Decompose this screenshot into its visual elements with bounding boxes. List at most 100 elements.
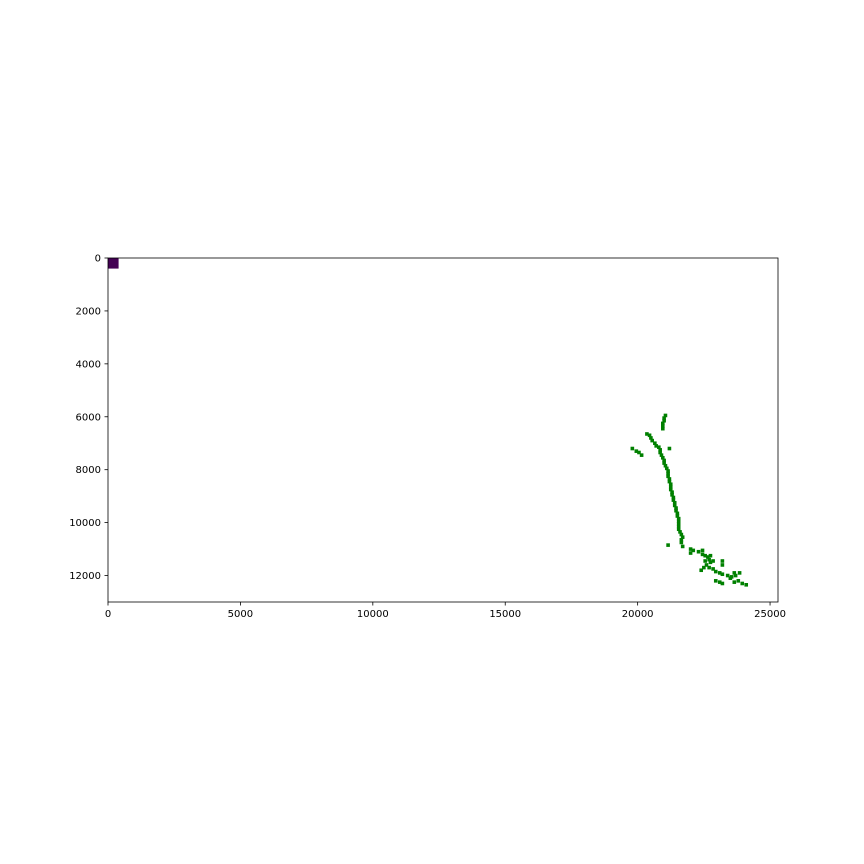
scatter-point [707,557,711,562]
scatter-point [667,479,672,484]
scatter-point [663,463,668,468]
scatter-point [732,571,737,575]
scatter-point [668,485,673,489]
scatter-point [664,466,669,471]
scatter-point [667,446,672,451]
scatter-point [691,548,696,553]
scatter-point [711,567,715,571]
scatter-point [680,544,685,549]
scatter-point [653,441,657,446]
y-tick-label: 8000 [76,465,101,476]
scatter-point [679,532,684,537]
scatter-point [672,500,677,505]
scatter-point [672,503,677,508]
scatter-point [661,421,665,426]
scatter-point [639,453,644,457]
scatter-point [676,527,681,532]
y-tick-label: 0 [95,254,101,265]
scatter-point [675,514,680,518]
scatter-point [720,572,725,577]
corner-marker [108,258,119,269]
scatter-point [647,433,652,438]
scatter-point [736,579,741,583]
scatter-point [650,438,655,443]
scatter-point [671,495,676,500]
scatter-point [732,580,737,584]
scatter-point [720,581,725,586]
x-tick-label: 5000 [228,609,253,620]
scatter-point [737,571,742,575]
scatter-point [703,553,707,558]
scatter-point [725,573,730,578]
scatter-point [662,458,666,463]
scatter-point [696,549,701,554]
scatter-point [674,508,678,513]
scatter-point [657,445,661,449]
scatter-point [676,524,681,529]
scatter-point [670,493,674,497]
scatter-point [706,555,710,559]
scatter-point [662,416,666,420]
scatter-point [675,511,680,516]
scatter-point [708,560,713,565]
scatter-point [670,490,674,494]
scatter-point [637,450,641,455]
scatter-point [711,559,715,563]
scatter-point [662,461,666,465]
scatter-point [659,453,664,457]
scatter-point [679,538,684,542]
scatter-point [661,455,665,460]
scatter-point [674,506,678,510]
scatter-point [676,522,681,526]
scatter-point [661,424,665,428]
scatter-point [666,471,670,476]
scatter-point [663,413,668,418]
scatter-point [676,516,681,521]
scatter-point [666,543,670,547]
scatter-point [717,580,722,584]
scatter-point [702,565,706,570]
x-tick-label: 20000 [622,609,654,620]
axes-frame [107,257,779,603]
scatter-point [667,477,672,481]
scatter-point [668,482,673,487]
scatter-point [658,450,662,455]
plot-area [108,258,749,587]
scatter-point [704,563,709,567]
scatter-point [740,581,745,586]
x-tick-label: 10000 [357,609,389,620]
scatter-point [688,547,693,551]
scatter-point [680,535,685,539]
scatter-point [728,576,733,580]
scatter-point [720,559,725,563]
scatter-point [679,540,684,545]
x-tick-label: 25000 [754,609,786,620]
scatter-point [720,563,725,567]
y-tick-label: 10000 [69,518,101,529]
scatter-point [666,474,670,479]
scatter-point [658,448,662,452]
x-tick-label: 0 [105,609,111,620]
scatter-point [678,530,682,534]
x-tick-label: 15000 [489,609,521,620]
scatter-point [713,579,718,583]
scatter-point [708,553,713,558]
y-tick-label: 6000 [76,412,101,423]
y-tick-label: 4000 [76,359,101,370]
scatter-point [688,551,693,555]
scatter-point [671,498,676,502]
scatter-point [713,569,718,574]
scatter-point [668,487,673,492]
scatter-point [654,444,658,448]
scatter-point [661,426,665,431]
axes: 0 5000 10000 15000 20000 25000 0 2000 4000 6000 80… [69,254,786,621]
scatter-point [700,552,705,557]
scatter-point [717,571,722,575]
scatter-point [645,432,649,436]
scatter-point [700,548,705,553]
scatter-point [649,436,653,440]
scatter-point [634,449,639,453]
scatter-point [703,559,707,563]
